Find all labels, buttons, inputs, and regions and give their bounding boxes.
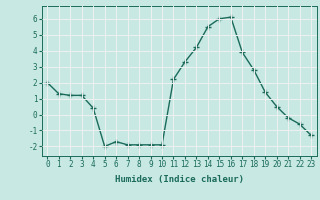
X-axis label: Humidex (Indice chaleur): Humidex (Indice chaleur): [115, 175, 244, 184]
